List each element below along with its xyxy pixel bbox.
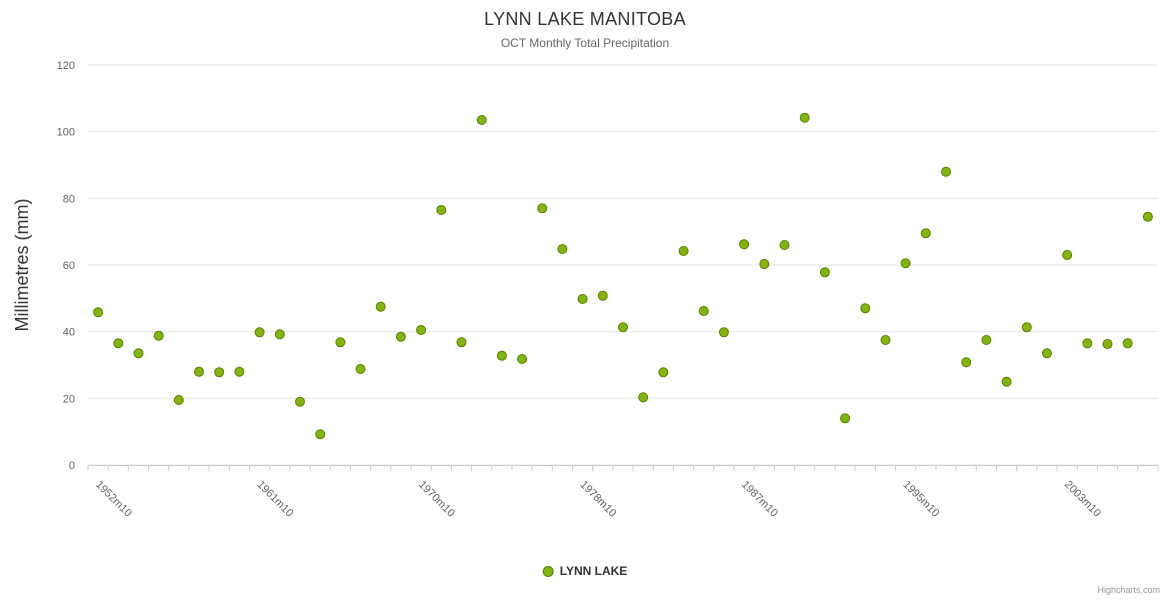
data-point[interactable] [1021, 322, 1032, 333]
data-point[interactable] [274, 329, 285, 340]
data-point[interactable] [759, 259, 770, 269]
data-point[interactable] [1001, 376, 1012, 387]
data-point[interactable] [153, 330, 164, 341]
x-axis-tick-label: 1995m10 [901, 479, 942, 520]
data-point[interactable] [173, 395, 184, 405]
y-axis-tick-label: 80 [63, 193, 75, 205]
credits-link[interactable]: Highcharts.com [1097, 585, 1160, 595]
x-axis-tick-label: 1987m10 [739, 479, 780, 520]
x-axis-tick-label: 1970m10 [416, 479, 457, 520]
data-point[interactable] [537, 203, 548, 214]
data-point[interactable] [920, 228, 931, 239]
data-point[interactable] [981, 335, 992, 345]
data-point[interactable] [880, 335, 891, 345]
data-point[interactable] [1062, 250, 1073, 260]
x-axis-tick-label: 1978m10 [578, 479, 619, 520]
legend-item-lynn-lake[interactable]: LYNN LAKE [542, 564, 628, 578]
y-axis-tick-label: 120 [57, 60, 75, 72]
data-point[interactable] [1142, 211, 1153, 222]
y-axis-tick-label: 20 [63, 393, 75, 405]
data-point[interactable] [496, 350, 507, 361]
data-point[interactable] [618, 322, 628, 333]
data-point[interactable] [133, 348, 144, 359]
y-axis-title: Millimetres (mm) [12, 199, 32, 332]
chart-subtitle: OCT Monthly Total Precipitation [500, 36, 670, 50]
data-point[interactable] [961, 357, 972, 368]
data-point[interactable] [194, 366, 204, 377]
legend-series-label: LYNN LAKE [559, 564, 628, 578]
data-point[interactable] [718, 327, 729, 338]
data-point[interactable] [315, 429, 326, 440]
data-point[interactable] [1102, 339, 1113, 349]
x-axis-tick-label: 1961m10 [254, 479, 295, 520]
data-point[interactable] [819, 267, 830, 278]
data-point[interactable] [678, 246, 689, 256]
data-point[interactable] [476, 115, 487, 125]
x-axis-tick-label: 2003m10 [1062, 479, 1103, 520]
x-axis-tick-label: 1952m10 [93, 479, 134, 520]
data-point[interactable] [799, 112, 810, 123]
data-point[interactable] [638, 392, 649, 403]
data-point[interactable] [517, 354, 528, 364]
data-point[interactable] [395, 331, 406, 342]
data-point[interactable] [1082, 338, 1093, 349]
data-point[interactable] [698, 306, 709, 316]
y-axis-tick-label: 60 [63, 260, 75, 272]
y-axis-tick-label: 100 [57, 127, 75, 139]
data-point[interactable] [254, 327, 265, 338]
y-axis-tick-label: 40 [63, 327, 75, 339]
data-point[interactable] [860, 303, 871, 314]
data-point[interactable] [436, 205, 447, 215]
data-point[interactable] [295, 396, 305, 407]
y-axis-tick-label: 0 [69, 460, 75, 472]
data-point[interactable] [214, 367, 225, 378]
data-point[interactable] [840, 413, 851, 424]
data-point[interactable] [1122, 338, 1133, 349]
data-point[interactable] [557, 244, 568, 254]
chart-title: LYNN LAKE MANITOBA [484, 9, 686, 29]
data-point[interactable] [597, 290, 608, 301]
data-point[interactable] [335, 337, 346, 348]
data-point[interactable] [739, 239, 750, 250]
legend-marker-icon [542, 565, 554, 577]
data-point[interactable] [941, 166, 951, 177]
data-point[interactable] [416, 325, 427, 335]
data-point[interactable] [577, 294, 588, 304]
data-point[interactable] [1042, 348, 1052, 359]
data-point[interactable] [234, 366, 245, 377]
data-point[interactable] [658, 367, 669, 378]
data-point[interactable] [355, 364, 366, 374]
data-point[interactable] [456, 337, 467, 348]
data-point[interactable] [93, 307, 104, 318]
data-point[interactable] [779, 240, 790, 250]
data-point[interactable] [375, 301, 386, 312]
data-point[interactable] [900, 258, 911, 269]
data-point[interactable] [113, 338, 124, 349]
